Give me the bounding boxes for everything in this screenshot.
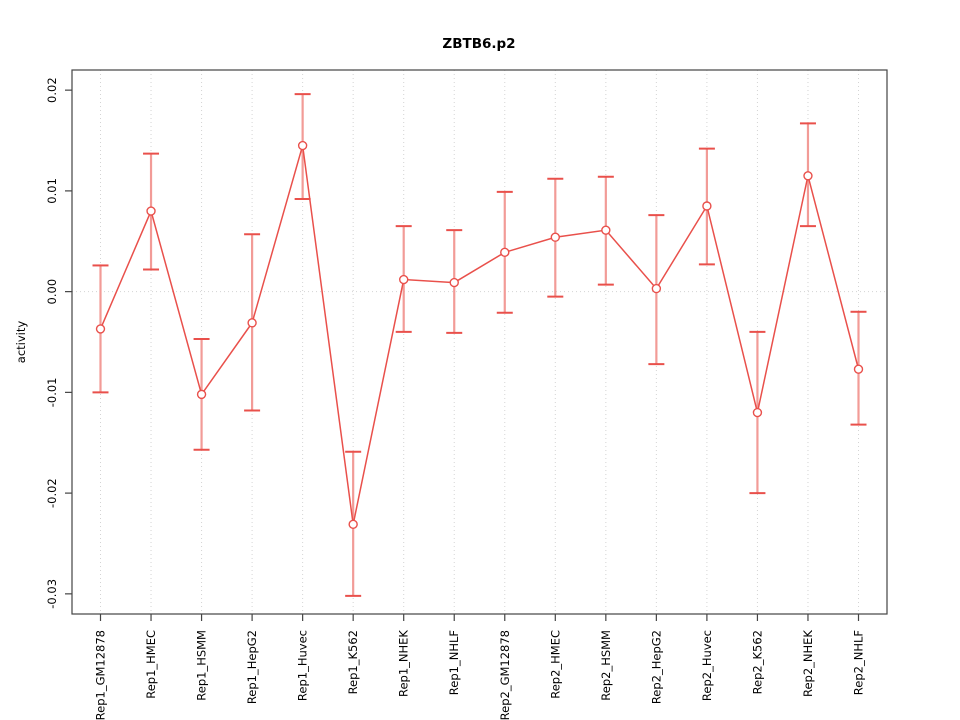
data-point — [247, 318, 257, 328]
data-point — [449, 277, 459, 288]
data-point — [348, 519, 358, 530]
x-category-label: Rep1_NHLF — [447, 630, 461, 695]
series-line — [99, 145, 860, 525]
data-point — [651, 283, 662, 294]
data-point — [399, 274, 409, 285]
plot-box — [71, 69, 888, 615]
x-category-label: Rep2_HMEC — [548, 630, 562, 699]
data-point — [500, 247, 510, 258]
data-point — [146, 206, 156, 216]
data-point — [752, 407, 763, 418]
y-tick-label: 0.00 — [45, 279, 59, 305]
x-category-label: Rep2_HepG2 — [649, 630, 663, 704]
data-point — [803, 171, 813, 181]
y-axis-title: activity — [14, 321, 28, 364]
data-point — [196, 389, 207, 400]
x-category-label: Rep2_NHLF — [852, 630, 866, 695]
y-tick-label: -0.01 — [45, 377, 59, 407]
x-category-label: Rep2_HSMM — [599, 630, 613, 701]
x-category-label: Rep1_HepG2 — [245, 630, 259, 704]
x-category-label: Rep2_GM12878 — [498, 630, 512, 720]
x-category-label: Rep1_HMEC — [144, 630, 158, 699]
x-category-label: Rep1_K562 — [346, 630, 360, 694]
axis-layer: 0.02 0.01 0.00 -0.01 -0.02 -0.03 Rep1_GM12878 R… — [45, 69, 888, 720]
grid-layer — [72, 70, 887, 614]
y-tick-label: 0.01 — [45, 178, 59, 204]
y-tick-label: 0.02 — [45, 77, 59, 103]
data-point — [550, 232, 560, 242]
x-category-label: Rep2_K562 — [750, 630, 764, 694]
data-point — [702, 201, 712, 211]
data-point — [95, 324, 106, 334]
data-point — [853, 364, 864, 374]
data-point — [297, 140, 308, 151]
x-category-label: Rep1_HSMM — [195, 630, 209, 701]
data-layer — [92, 93, 867, 597]
x-category-label: Rep1_GM12878 — [94, 630, 108, 720]
y-tick-label: -0.02 — [45, 478, 59, 508]
x-category-label: Rep1_NHEK — [397, 630, 411, 697]
x-category-label: Rep1_Huvec — [296, 630, 310, 701]
y-tick-label: -0.03 — [45, 579, 59, 609]
data-point — [601, 225, 611, 235]
chart-title: ZBTB6.p2 — [442, 36, 515, 52]
x-category-label: Rep2_Huvec — [700, 630, 714, 701]
x-category-label: Rep2_NHEK — [801, 630, 815, 697]
